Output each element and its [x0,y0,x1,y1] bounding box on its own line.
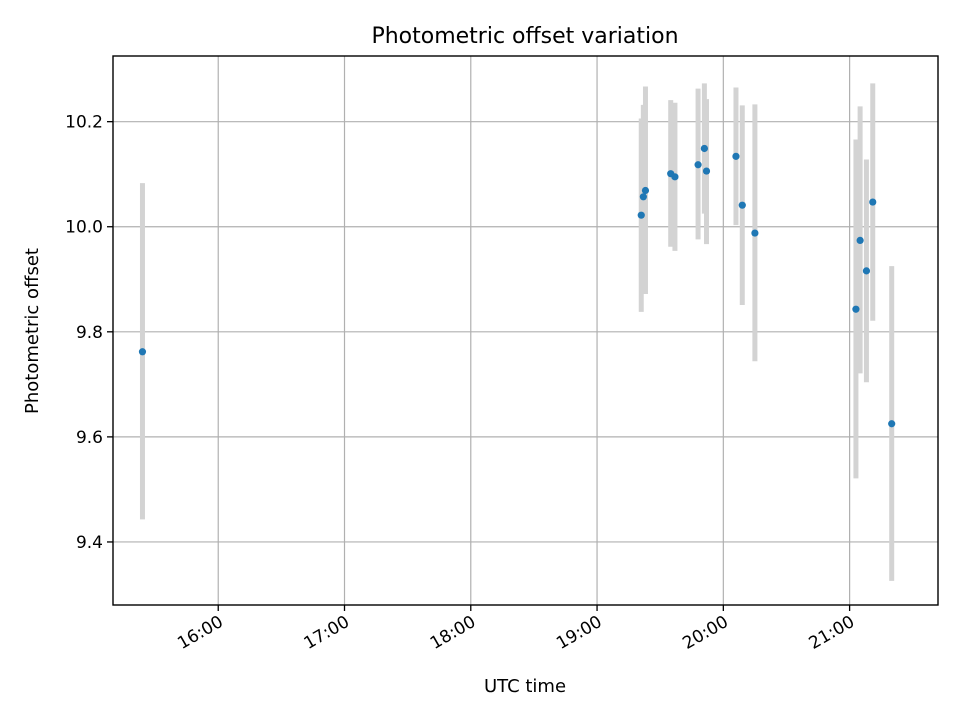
data-point [751,229,759,237]
y-axis-label: Photometric offset [22,248,43,414]
data-point [641,186,650,195]
y-tick-label: 9.6 [76,428,103,448]
x-tick-label: 19:00 [553,612,605,654]
data-point [862,267,871,275]
plot-frame [112,55,939,606]
data-point [732,152,740,160]
x-axis-ticks: 16:00 17:00 18:00 19:00 20:00 21:00 [174,605,858,654]
chart-title: Photometric offset variation [371,24,678,49]
data-point [639,193,647,201]
data-point [138,348,147,356]
x-tick-label: 20:00 [679,612,731,654]
y-tick-label: 9.4 [76,533,103,553]
grid-lines [113,56,938,605]
x-tick-label: 18:00 [427,612,479,654]
x-tick-label: 17:00 [301,612,353,654]
y-tick-label: 10.2 [65,113,103,133]
y-tick-label: 9.8 [76,323,103,343]
data-point [856,236,864,245]
x-tick-label: 21:00 [806,612,858,654]
data-points [138,144,896,428]
x-tick-label: 16:00 [174,612,226,654]
data-point [700,144,708,153]
x-axis-label: UTC time [484,676,566,697]
y-axis-ticks: 9.4 9.6 9.8 10.0 10.2 [65,113,113,553]
data-point [637,211,645,219]
data-point [702,167,711,175]
data-point [738,201,746,209]
data-point [694,161,702,169]
y-tick-label: 10.0 [65,218,103,238]
data-point [888,420,896,428]
data-point [671,173,679,181]
data-point [852,305,860,313]
data-point [869,198,877,206]
